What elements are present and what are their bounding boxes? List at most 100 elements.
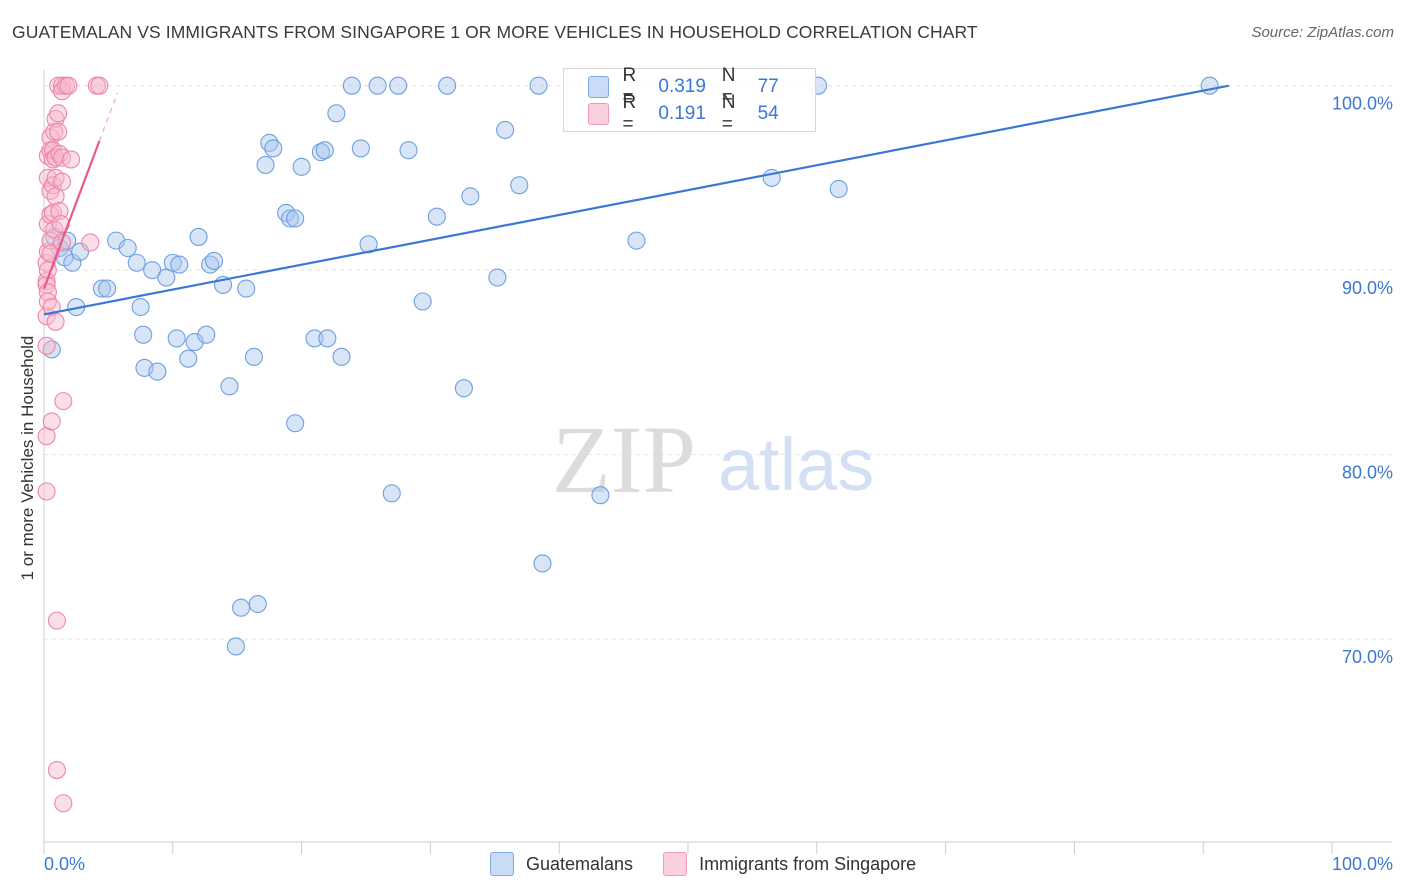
point-singapore — [46, 312, 65, 331]
point-singapore — [37, 482, 56, 501]
point-guatemalans — [627, 231, 646, 250]
point-guatemalans — [829, 179, 848, 199]
point-singapore — [52, 76, 72, 95]
point-singapore — [81, 233, 100, 252]
series-legend: Guatemalans Immigrants from Singapore — [490, 852, 946, 876]
point-singapore — [42, 412, 61, 431]
point-singapore — [49, 104, 68, 123]
point-singapore — [43, 176, 63, 195]
point-singapore — [50, 202, 69, 221]
point-guatemalans — [427, 207, 446, 226]
point-guatemalans — [292, 157, 311, 176]
legend-n-label: N = — [721, 65, 736, 108]
point-singapore — [52, 172, 72, 191]
legend-item-singapore: Immigrants from Singapore — [663, 852, 916, 876]
point-guatemalans — [399, 141, 418, 160]
legend-r-label: R = — [622, 65, 637, 108]
point-guatemalans — [167, 329, 186, 348]
watermark: ZIP atlas — [552, 406, 874, 513]
point-guatemalans — [237, 279, 256, 298]
point-guatemalans — [315, 141, 334, 160]
point-guatemalans — [134, 325, 153, 344]
point-guatemalans — [454, 379, 473, 398]
point-singapore — [59, 76, 78, 95]
point-guatemalans — [332, 347, 351, 366]
point-guatemalans — [305, 329, 324, 348]
source-label: Source: ZipAtlas.com — [1251, 24, 1394, 41]
point-guatemalans — [220, 377, 239, 396]
point-guatemalans — [327, 104, 346, 123]
point-guatemalans — [148, 362, 167, 381]
series-singapore — [37, 76, 109, 813]
point-guatemalans — [118, 238, 137, 258]
legend-r-value: 0.191 — [658, 103, 706, 124]
trend-lines — [42, 84, 1230, 316]
y-tick-label: 100.0% — [1332, 94, 1393, 114]
point-guatemalans — [496, 120, 515, 139]
point-guatemalans — [232, 598, 251, 617]
point-guatemalans — [131, 297, 150, 317]
point-guatemalans — [204, 251, 224, 270]
legend-item-guatemalans: Guatemalans — [490, 852, 633, 876]
legend-n-label: N = — [721, 92, 736, 135]
point-guatemalans — [127, 253, 146, 272]
point-guatemalans — [318, 329, 337, 348]
point-guatemalans — [71, 242, 90, 261]
legend-swatch-pink — [663, 852, 688, 876]
point-guatemalans — [92, 279, 112, 298]
point-guatemalans — [197, 325, 216, 344]
legend-swatch-blue — [588, 76, 609, 98]
point-guatemalans — [342, 76, 361, 95]
y-tick-label: 90.0% — [1342, 278, 1393, 298]
legend-swatch-pink — [588, 103, 609, 125]
point-guatemalans — [413, 292, 432, 311]
point-guatemalans — [510, 176, 529, 195]
y-tick-label: 80.0% — [1342, 463, 1393, 483]
y-axis-label: 1 or more Vehicles in Household — [18, 335, 37, 581]
x-tick-labels: 0.0% 100.0% — [44, 854, 1393, 874]
point-guatemalans — [461, 187, 480, 206]
point-guatemalans — [189, 227, 208, 246]
legend-n-value: 77 — [757, 76, 779, 97]
legend-n-value: 54 — [757, 103, 779, 124]
y-tick-label: 70.0% — [1342, 647, 1393, 667]
point-singapore — [49, 122, 68, 141]
point-guatemalans — [533, 554, 552, 573]
legend-r-value: 0.319 — [658, 76, 706, 97]
point-guatemalans — [98, 279, 117, 298]
trend-line-singapore — [42, 140, 101, 289]
point-singapore — [54, 794, 73, 813]
point-guatemalans — [368, 76, 387, 95]
point-singapore — [45, 122, 64, 141]
point-guatemalans — [488, 268, 507, 287]
point-singapore — [52, 148, 72, 167]
point-guatemalans — [163, 253, 182, 272]
point-guatemalans — [248, 594, 267, 614]
legend-label: Guatemalans — [526, 853, 634, 874]
point-guatemalans — [351, 139, 370, 158]
point-singapore — [38, 242, 57, 261]
trend-line-guatemalans — [43, 84, 1230, 316]
watermark-atlas: atlas — [718, 423, 874, 506]
point-guatemalans — [286, 414, 305, 433]
point-guatemalans — [382, 484, 401, 503]
point-guatemalans — [143, 261, 162, 280]
grid-lines — [44, 85, 1392, 640]
point-guatemalans — [280, 209, 300, 228]
point-singapore — [41, 205, 60, 224]
point-guatemalans — [179, 349, 198, 368]
x-tick-label-min: 0.0% — [44, 854, 85, 874]
point-guatemalans — [529, 76, 548, 95]
legend-swatch-blue — [490, 852, 514, 876]
watermark-zip: ZIP — [552, 406, 696, 513]
point-guatemalans — [438, 76, 457, 95]
legend-label: Immigrants from Singapore — [699, 853, 917, 874]
point-singapore — [90, 76, 109, 95]
series-guatemalans — [42, 76, 1219, 656]
point-singapore — [47, 611, 66, 630]
legend-row-singapore: R = 0.191 N = 54 — [588, 92, 815, 135]
point-guatemalans — [170, 255, 189, 274]
axes — [43, 70, 1392, 854]
correlation-legend: R = 0.319 N = 77 R = 0.191 N = 54 — [563, 65, 816, 135]
